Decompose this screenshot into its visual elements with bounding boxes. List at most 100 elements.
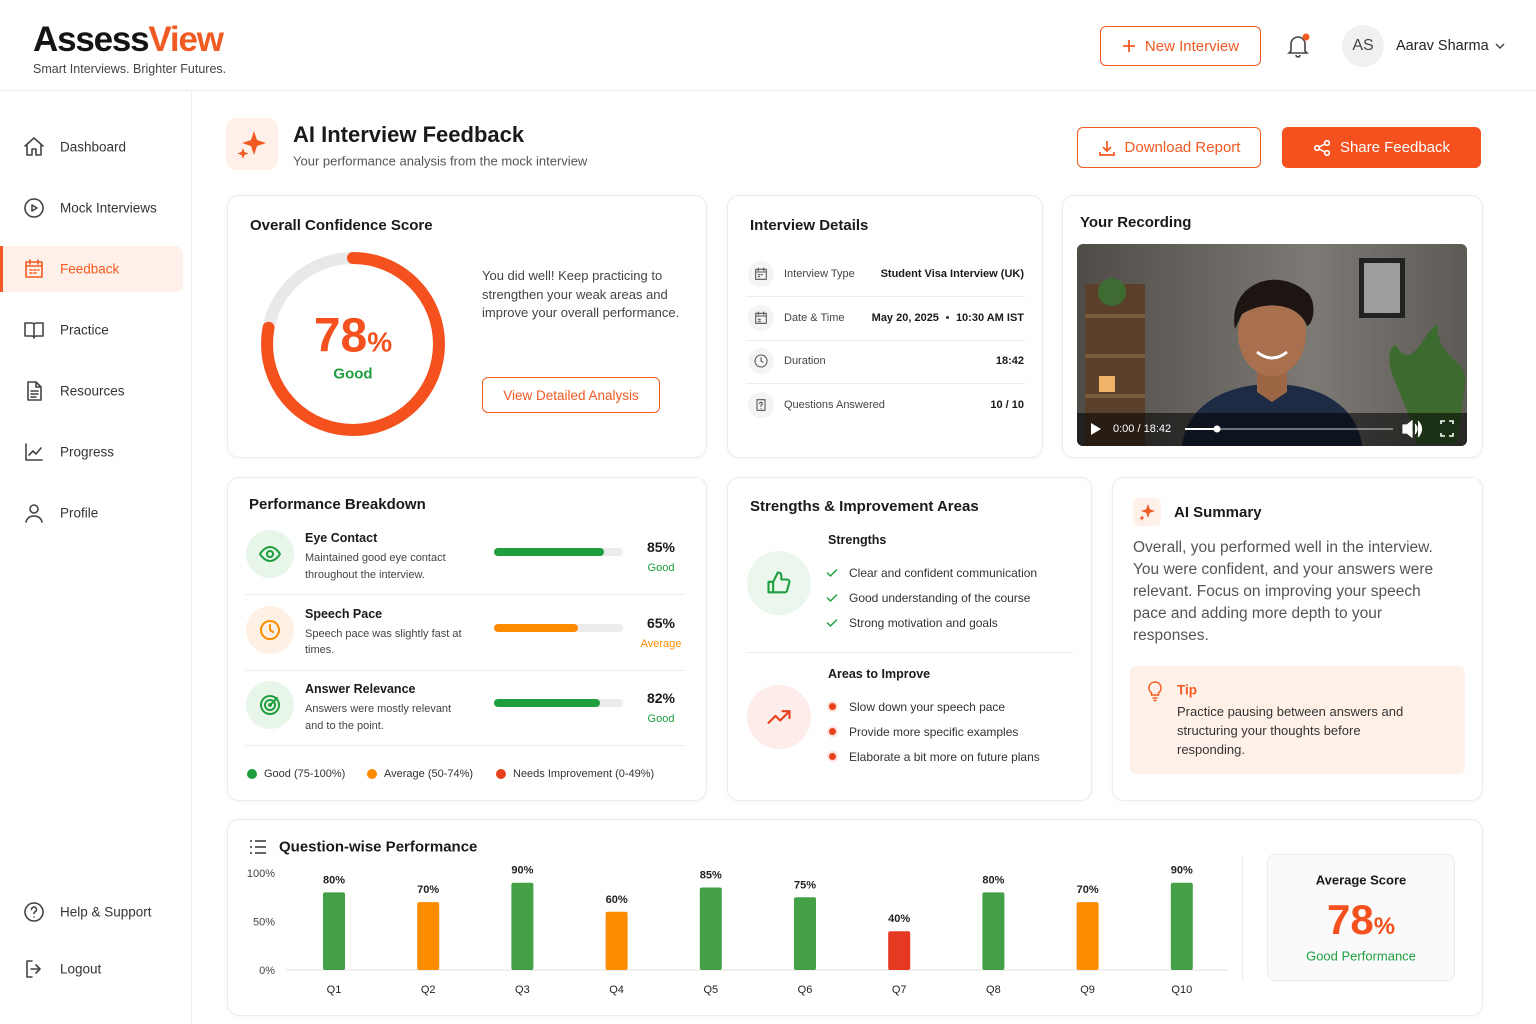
nav-icon-path [25,259,43,278]
metric-name: Answer Relevance [305,682,416,696]
section-heading: Strengths [828,533,887,547]
x-tick-label: Q7 [892,984,907,996]
card-title: Strengths & Improvement Areas [750,498,979,515]
header: AssessView Smart Interviews. Brighter Fu… [0,0,1536,91]
question-chart: 0% 50% 100% 80% Q1 70% Q2 90% Q3 60% Q4 85% Q5 75% Q6 4… [247,865,1229,996]
average-card: Average Score 78% Good Performance [1267,854,1455,981]
logo[interactable]: AssessView [33,20,224,60]
metric-description: Maintained good eye contact throughout t… [305,552,446,581]
section-item: Clear and confident communication [849,566,1038,580]
list-icon [250,840,266,854]
nav-icon-path [25,504,43,523]
score-unit: % [367,326,393,358]
check-icon-path [826,619,838,627]
fullscreen-icon [1440,420,1454,437]
section-item: Good understanding of the course [849,591,1031,605]
detailed-analysis-button[interactable]: View Detailed Analysis [482,377,660,413]
confidence-score: 78% [253,309,453,364]
nav-label[interactable]: Feedback [60,261,120,277]
section-item: Slow down your speech pace [849,700,1006,714]
legend-label: Needs Improvement (0-49%) [513,768,655,780]
footer-icon-path [24,902,44,922]
legend-dot [367,769,377,779]
detail-icon-path [755,311,767,324]
detail-value-text: 10 / 10 [990,399,1024,412]
check-icon-path [826,594,838,602]
notification-bell[interactable] [1286,33,1310,59]
sparkle-icon [1139,504,1155,521]
detail-icon-path [756,399,766,411]
x-tick-label: Q9 [1080,984,1095,996]
nav-label[interactable]: Practice [60,322,109,338]
average-score-value: 78 [1326,896,1374,943]
shelf-board [1085,394,1145,398]
title-icon [226,118,278,170]
nav-item[interactable] [0,246,183,292]
question-card: Question-wise Performance Average Score … [227,819,1483,1016]
footer-label[interactable]: Logout [60,961,102,977]
share-icon [1313,139,1331,156]
legend-label: Good (75-100%) [264,768,346,780]
user-menu-chevron[interactable] [1494,41,1506,51]
sidebar: Dashboard Mock Interviews Feedback Practice… [0,91,192,1024]
play-icon [1091,423,1101,435]
video-player[interactable] [1077,244,1467,446]
shelf-board [1085,354,1145,358]
nav-label[interactable]: Profile [60,505,99,521]
bar [888,931,911,970]
score-value: 78 [313,309,368,363]
footer-label[interactable]: Help & Support [60,904,152,920]
user-name[interactable]: Aarav Sharma [1396,38,1489,54]
section-icon [767,571,791,594]
confidence-message: You did well! Keep practicing to strengt… [482,268,680,320]
detail-value: May 20, 2025 10:30 AM IST [872,312,1024,324]
new-interview-button[interactable]: New Interview [1100,26,1261,66]
metric-icon [260,619,280,640]
detail-value: Student Visa Interview (UK) [881,268,1024,280]
nav-icon-path [24,137,44,156]
frame-art [1364,263,1400,313]
shelf-board [1085,314,1145,318]
legend-dot [247,769,257,779]
nav-icon [24,137,44,156]
card-title: Performance Breakdown [249,496,426,513]
metric-rating: Good [647,562,675,574]
nav-label[interactable]: Resources [60,383,125,399]
bar-value-label: 70% [417,884,439,896]
download-label: Download Report [1124,139,1241,156]
lamp [1099,376,1115,392]
nav-label[interactable]: Progress [60,444,115,460]
share-button[interactable]: Share Feedback [1282,127,1481,168]
metric-value: 82% [646,690,676,706]
nav-icon [27,381,42,401]
check-icon [826,569,838,577]
nav-label[interactable]: Dashboard [60,139,127,155]
bar [699,887,722,970]
nav-label[interactable]: Mock Interviews [60,200,157,216]
footer-icon [26,960,41,978]
nav-icon [25,259,43,278]
detail-label: Date & Time [784,311,845,324]
x-tick-label: Q10 [1171,984,1192,996]
detail-time: 10:30 AM IST [955,311,1024,324]
nav-icon [25,443,43,461]
section-icon-path [767,571,791,594]
section-divider [746,652,1073,653]
legend-label: Average (50-74%) [384,768,474,780]
page-subtitle: Your performance analysis from the mock … [293,153,588,169]
download-button[interactable]: Download Report [1077,127,1261,168]
volume-icon [1402,419,1423,439]
nav-icon-path [27,381,42,401]
avatar[interactable]: AS [1342,25,1384,67]
summary-icon [1133,498,1161,526]
metric-description: Speech pace was slightly fast at times. [305,627,462,657]
check-icon [826,594,838,602]
nav-icon-path [25,443,43,461]
breakdown-card: Performance Breakdown Eye Contact Maintai… [227,477,707,801]
bar [605,911,628,970]
bar-value-label: 85% [700,870,722,882]
metric-bar [494,699,600,707]
section-icon-path [767,710,791,724]
card-title: AI Summary [1174,504,1262,521]
